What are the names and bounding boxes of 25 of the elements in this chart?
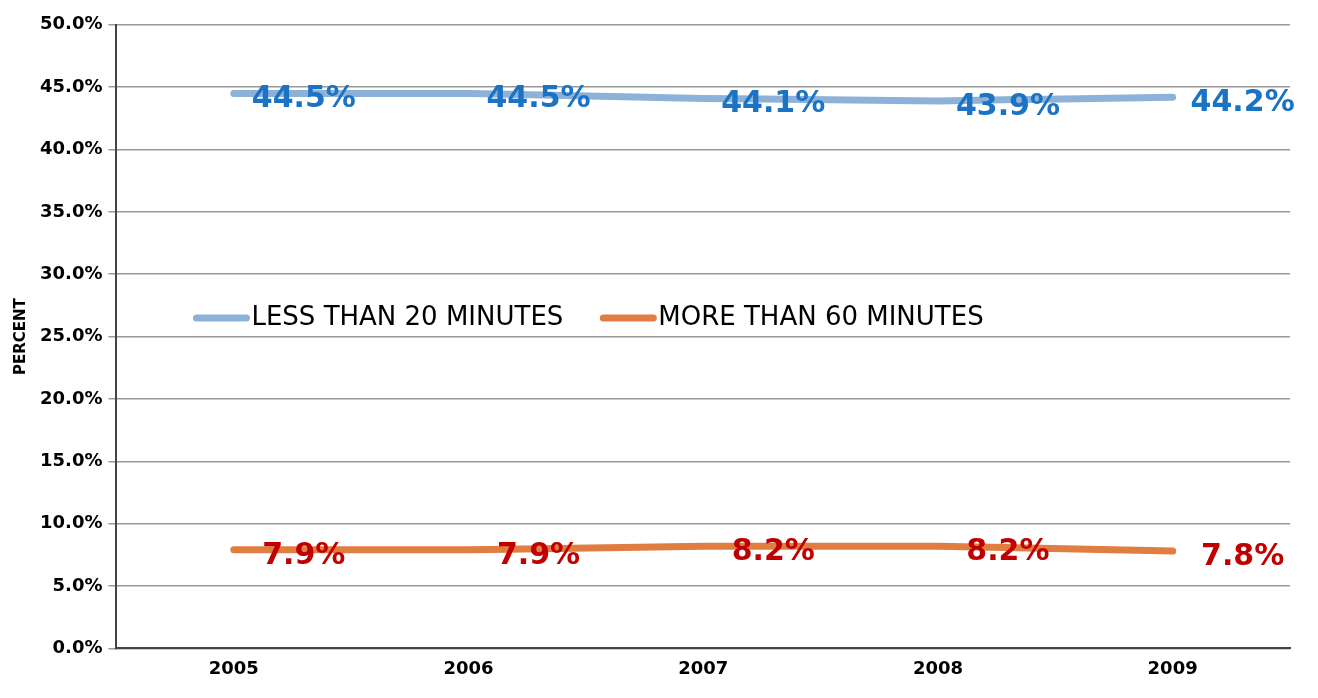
data-label: 43.9% xyxy=(955,86,1060,122)
y-tick-label: 40.0% xyxy=(39,137,103,159)
x-tick-label: 2009 xyxy=(1147,656,1198,678)
y-tick-label: 5.0% xyxy=(52,573,103,595)
y-tick-label: 10.0% xyxy=(39,511,103,533)
y-tick-label: 0.0% xyxy=(52,636,103,658)
legend-label: MORE THAN 60 MINUTES xyxy=(658,300,984,331)
x-tick-label: 2006 xyxy=(443,656,494,678)
data-label: 44.1% xyxy=(721,84,826,120)
y-tick-label: 50.0% xyxy=(39,12,103,34)
data-label: 44.2% xyxy=(1190,82,1295,118)
y-tick-label: 15.0% xyxy=(39,448,103,470)
y-tick-label: 25.0% xyxy=(39,324,103,346)
data-label: 44.5% xyxy=(251,79,356,115)
data-label: 44.5% xyxy=(486,79,591,115)
x-tick-label: 2008 xyxy=(912,656,963,678)
y-tick-label: 30.0% xyxy=(39,261,103,283)
y-tick-label: 20.0% xyxy=(39,386,103,408)
y-axis-title: PERCENT xyxy=(10,297,29,376)
x-tick-label: 2007 xyxy=(678,656,729,678)
y-tick-label: 35.0% xyxy=(39,199,103,221)
x-tick-label: 2005 xyxy=(208,656,259,678)
legend-label: LESS THAN 20 MINUTES xyxy=(251,300,564,331)
data-label: 7.8% xyxy=(1201,536,1285,572)
y-tick-label: 45.0% xyxy=(39,74,103,96)
